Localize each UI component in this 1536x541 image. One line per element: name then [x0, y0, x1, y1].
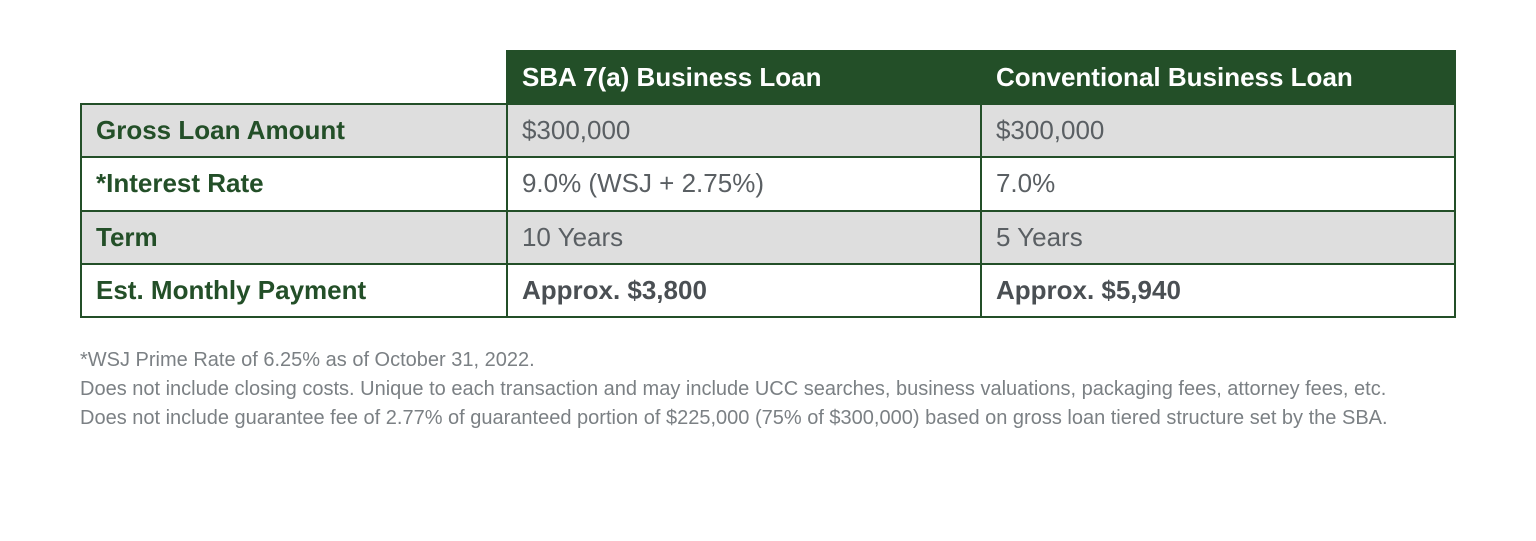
row-label-term: Term [81, 211, 507, 264]
row-label-est-monthly-payment: Est. Monthly Payment [81, 264, 507, 317]
table-header-row: SBA 7(a) Business Loan Conventional Busi… [81, 51, 1455, 104]
column-header-conventional: Conventional Business Loan [981, 51, 1455, 104]
cell-conventional-term: 5 Years [981, 211, 1455, 264]
row-label-gross-loan-amount: Gross Loan Amount [81, 104, 507, 157]
cell-conventional-interest-rate: 7.0% [981, 157, 1455, 210]
table-row: *Interest Rate 9.0% (WSJ + 2.75%) 7.0% [81, 157, 1455, 210]
cell-sba-est-monthly-payment: Approx. $3,800 [507, 264, 981, 317]
cell-conventional-est-monthly-payment: Approx. $5,940 [981, 264, 1455, 317]
loan-comparison-table: SBA 7(a) Business Loan Conventional Busi… [80, 50, 1456, 318]
column-header-sba: SBA 7(a) Business Loan [507, 51, 981, 104]
table-row: Est. Monthly Payment Approx. $3,800 Appr… [81, 264, 1455, 317]
cell-conventional-gross-loan-amount: $300,000 [981, 104, 1455, 157]
footnote-line: Does not include guarantee fee of 2.77% … [80, 404, 1456, 433]
table-row: Term 10 Years 5 Years [81, 211, 1455, 264]
cell-sba-interest-rate: 9.0% (WSJ + 2.75%) [507, 157, 981, 210]
blank-corner-cell [81, 51, 507, 104]
cell-sba-term: 10 Years [507, 211, 981, 264]
cell-sba-gross-loan-amount: $300,000 [507, 104, 981, 157]
footnote-line: *WSJ Prime Rate of 6.25% as of October 3… [80, 346, 1456, 375]
row-label-interest-rate: *Interest Rate [81, 157, 507, 210]
footnotes: *WSJ Prime Rate of 6.25% as of October 3… [80, 346, 1456, 433]
table-row: Gross Loan Amount $300,000 $300,000 [81, 104, 1455, 157]
footnote-line: Does not include closing costs. Unique t… [80, 375, 1456, 404]
